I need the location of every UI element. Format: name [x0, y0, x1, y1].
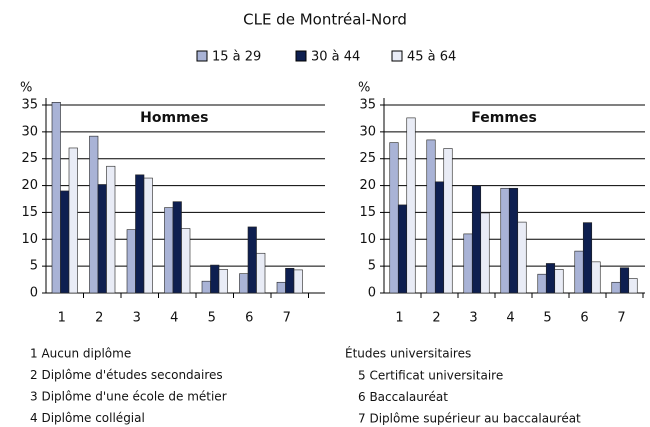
y-tick-label: 25: [359, 151, 376, 166]
bar: [545, 263, 556, 294]
x-tick-label: 4: [170, 311, 178, 326]
bar: [164, 207, 174, 294]
y-axis-label: %: [358, 81, 370, 96]
panel-title-box: [470, 108, 539, 128]
bar: [218, 269, 228, 294]
y-tick-label: 10: [21, 232, 38, 247]
x-tick-label: 7: [283, 311, 291, 326]
x-tick-label: 3: [133, 311, 141, 326]
x-tick-label: 2: [95, 311, 103, 326]
note: 3 Diplôme d'une école de métier: [30, 390, 227, 404]
bar: [406, 117, 416, 294]
y-tick-label: 10: [359, 232, 376, 247]
bar: [106, 165, 116, 294]
x-tick-label: 6: [580, 311, 588, 326]
bar: [68, 147, 78, 294]
bar: [181, 228, 191, 294]
y-tick-label: 25: [21, 151, 38, 166]
x-tick-label: 6: [245, 311, 253, 326]
legend-swatch: [295, 50, 307, 62]
y-tick-label: 30: [21, 124, 38, 139]
bar: [210, 264, 220, 294]
bar: [60, 190, 70, 294]
legend-label: 30 à 44: [311, 50, 360, 65]
y-tick-label: 0: [30, 286, 38, 301]
note: 6 Baccalauréat: [358, 390, 448, 404]
bar: [426, 139, 436, 294]
y-tick-label: 20: [21, 178, 38, 193]
y-tick-label: 5: [30, 259, 38, 274]
y-tick-label: 35: [21, 98, 38, 113]
bar: [143, 177, 153, 294]
y-tick-label: 15: [21, 205, 38, 220]
chart-title: CLE de Montréal-Nord: [243, 11, 407, 29]
bar: [97, 184, 107, 294]
y-axis-label: %: [20, 81, 32, 96]
bar: [574, 250, 584, 294]
bar: [619, 267, 630, 294]
bar: [256, 252, 266, 294]
bar: [51, 102, 61, 294]
note: 2 Diplôme d'études secondaires: [30, 368, 223, 382]
bar: [591, 261, 601, 294]
note: 5 Certificat universitaire: [358, 369, 503, 383]
y-tick-label: 20: [359, 178, 376, 193]
x-tick-label: 1: [58, 311, 66, 326]
bar: [582, 222, 593, 294]
bar: [247, 226, 257, 294]
panel-title-box: [140, 108, 209, 128]
bar: [239, 273, 249, 294]
bar: [89, 135, 99, 294]
x-tick-label: 4: [506, 311, 514, 326]
note: 7 Diplôme supérieur au baccalauréat: [358, 412, 581, 426]
y-tick-label: 15: [359, 205, 376, 220]
note: 1 Aucun diplôme: [30, 347, 131, 361]
note: 4 Diplôme collégial: [30, 411, 145, 425]
legend-label: 45 à 64: [407, 50, 456, 65]
bar: [611, 281, 621, 294]
bar: [471, 185, 482, 294]
bar: [293, 269, 303, 294]
bar: [126, 229, 136, 294]
note-heading: Études universitaires: [345, 346, 471, 361]
y-tick-label: 35: [359, 98, 376, 113]
y-tick-label: 5: [368, 259, 376, 274]
bar: [389, 142, 399, 294]
bar: [276, 281, 286, 294]
bar: [285, 267, 295, 294]
bar: [500, 187, 510, 294]
bar: [517, 221, 527, 294]
x-tick-label: 5: [543, 311, 551, 326]
bar: [135, 174, 145, 294]
x-tick-label: 7: [617, 311, 625, 326]
x-tick-label: 5: [208, 311, 216, 326]
bar: [463, 233, 473, 294]
y-tick-label: 0: [368, 286, 376, 301]
bar: [480, 212, 490, 294]
legend-label: 15 à 29: [212, 50, 261, 65]
panel-title: Femmes: [471, 110, 537, 126]
bar: [628, 278, 638, 294]
bar: [397, 204, 408, 294]
bar: [201, 280, 211, 294]
legend-swatch: [196, 50, 208, 62]
x-tick-label: 3: [469, 311, 477, 326]
bar: [508, 187, 519, 294]
x-tick-label: 2: [432, 311, 440, 326]
bar: [443, 148, 453, 294]
y-tick-label: 30: [359, 124, 376, 139]
bar: [554, 269, 564, 294]
legend-swatch: [391, 50, 403, 62]
bar: [537, 273, 547, 294]
bar: [434, 181, 445, 294]
panel-title: Hommes: [140, 110, 208, 126]
bar: [172, 201, 182, 294]
x-tick-label: 1: [395, 311, 403, 326]
